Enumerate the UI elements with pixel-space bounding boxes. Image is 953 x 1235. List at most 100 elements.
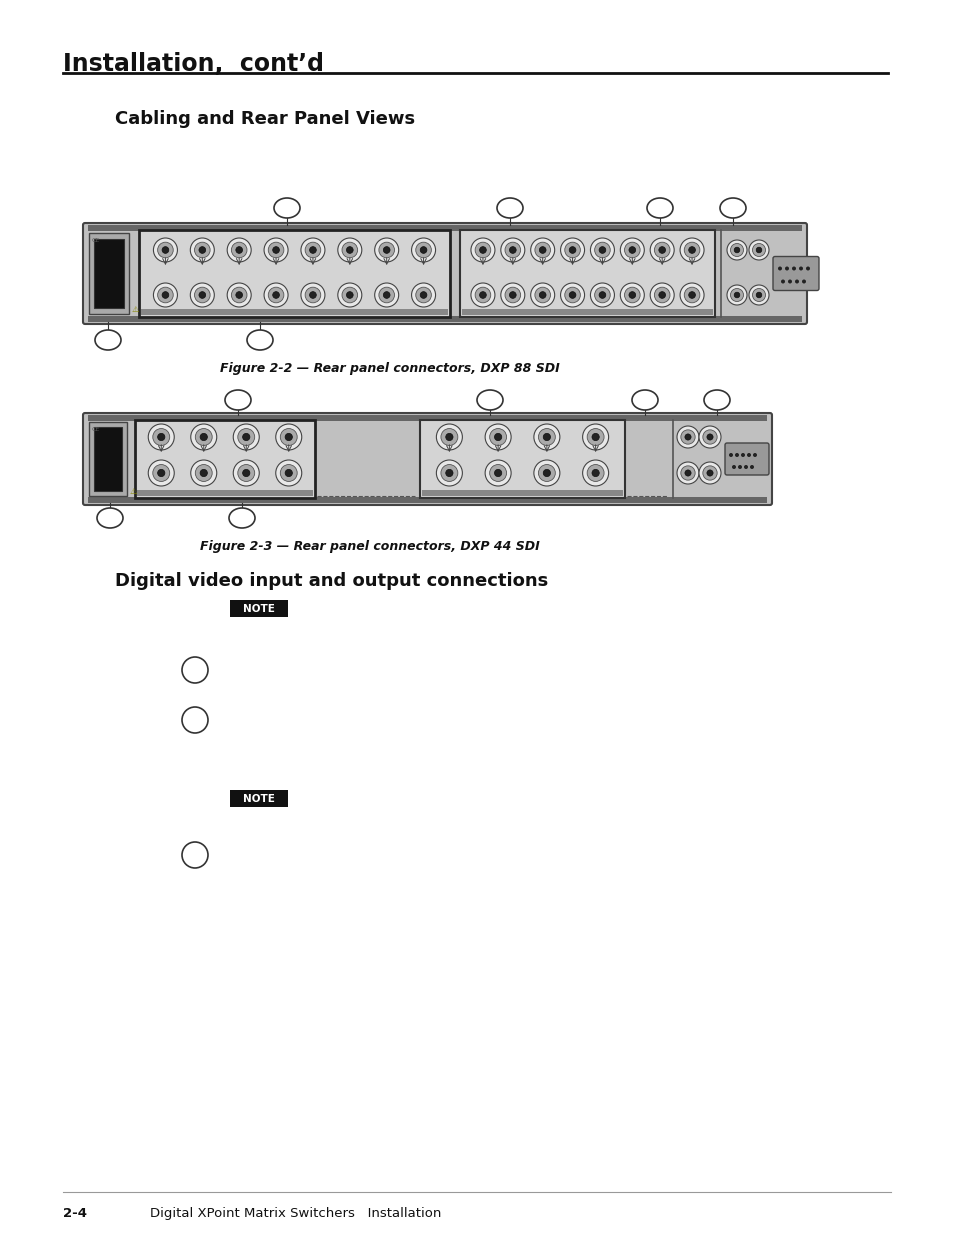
Circle shape — [235, 291, 242, 299]
Circle shape — [305, 288, 320, 303]
Ellipse shape — [229, 508, 254, 529]
Circle shape — [684, 471, 690, 475]
Circle shape — [560, 238, 584, 262]
Circle shape — [743, 466, 747, 469]
Bar — [88, 496, 766, 503]
Circle shape — [157, 288, 173, 303]
Circle shape — [680, 430, 695, 445]
Circle shape — [746, 453, 750, 457]
Circle shape — [624, 288, 639, 303]
Circle shape — [734, 247, 739, 253]
Circle shape — [688, 247, 695, 253]
Circle shape — [590, 238, 614, 262]
Circle shape — [592, 469, 598, 477]
Text: ⚠: ⚠ — [130, 487, 137, 496]
Bar — [139, 230, 450, 317]
Circle shape — [534, 424, 559, 450]
Circle shape — [479, 291, 486, 299]
Circle shape — [200, 469, 207, 477]
Circle shape — [624, 242, 639, 258]
Circle shape — [749, 466, 753, 469]
Circle shape — [300, 283, 325, 308]
Ellipse shape — [631, 390, 658, 410]
Circle shape — [479, 247, 486, 253]
Circle shape — [654, 288, 669, 303]
Circle shape — [182, 657, 208, 683]
Circle shape — [619, 283, 643, 308]
Circle shape — [594, 242, 610, 258]
Circle shape — [535, 242, 550, 258]
Circle shape — [485, 459, 511, 487]
Circle shape — [730, 243, 742, 257]
Circle shape — [162, 291, 169, 299]
Circle shape — [375, 283, 398, 308]
Circle shape — [677, 462, 699, 484]
Circle shape — [569, 291, 576, 299]
Circle shape — [232, 288, 247, 303]
Circle shape — [538, 291, 545, 299]
Circle shape — [659, 291, 665, 299]
Ellipse shape — [247, 330, 273, 350]
Circle shape — [756, 293, 761, 298]
Circle shape — [680, 466, 695, 480]
Circle shape — [383, 291, 390, 299]
Circle shape — [440, 429, 457, 446]
Circle shape — [378, 288, 395, 303]
Circle shape — [748, 285, 768, 305]
Circle shape — [275, 459, 301, 487]
Circle shape — [752, 243, 764, 257]
Circle shape — [752, 289, 764, 301]
Circle shape — [650, 238, 674, 262]
Circle shape — [564, 242, 579, 258]
Circle shape — [586, 429, 603, 446]
Circle shape — [564, 288, 579, 303]
Circle shape — [275, 424, 301, 450]
Text: CE: CE — [91, 427, 100, 432]
Ellipse shape — [95, 330, 121, 350]
Circle shape — [310, 247, 316, 253]
Circle shape — [730, 289, 742, 301]
Circle shape — [411, 238, 436, 262]
Ellipse shape — [497, 198, 522, 219]
Circle shape — [411, 283, 436, 308]
Text: NOTE: NOTE — [243, 604, 274, 614]
Circle shape — [706, 471, 712, 475]
Circle shape — [650, 283, 674, 308]
Ellipse shape — [720, 198, 745, 219]
Circle shape — [582, 424, 608, 450]
Circle shape — [195, 429, 212, 446]
Circle shape — [199, 247, 206, 253]
Circle shape — [784, 267, 788, 270]
Circle shape — [799, 267, 802, 270]
Circle shape — [445, 469, 453, 477]
Circle shape — [683, 288, 700, 303]
Circle shape — [598, 247, 605, 253]
Circle shape — [242, 469, 250, 477]
Bar — [135, 420, 314, 498]
Circle shape — [569, 247, 576, 253]
Circle shape — [748, 240, 768, 261]
Bar — [88, 225, 801, 231]
Circle shape — [726, 285, 746, 305]
Circle shape — [699, 426, 720, 448]
Circle shape — [619, 238, 643, 262]
Circle shape — [542, 469, 550, 477]
Text: Digital video input and output connections: Digital video input and output connectio… — [115, 572, 548, 590]
Circle shape — [153, 238, 177, 262]
Circle shape — [285, 433, 292, 441]
Circle shape — [200, 433, 207, 441]
Circle shape — [152, 429, 170, 446]
Circle shape — [157, 433, 165, 441]
Circle shape — [337, 283, 361, 308]
Circle shape — [509, 247, 516, 253]
Circle shape — [500, 283, 524, 308]
Circle shape — [706, 433, 712, 440]
Circle shape — [471, 238, 495, 262]
Circle shape — [475, 288, 490, 303]
Ellipse shape — [646, 198, 672, 219]
Circle shape — [537, 464, 555, 482]
Circle shape — [731, 466, 735, 469]
Circle shape — [781, 279, 784, 284]
Bar — [421, 490, 622, 496]
Bar — [89, 422, 127, 496]
